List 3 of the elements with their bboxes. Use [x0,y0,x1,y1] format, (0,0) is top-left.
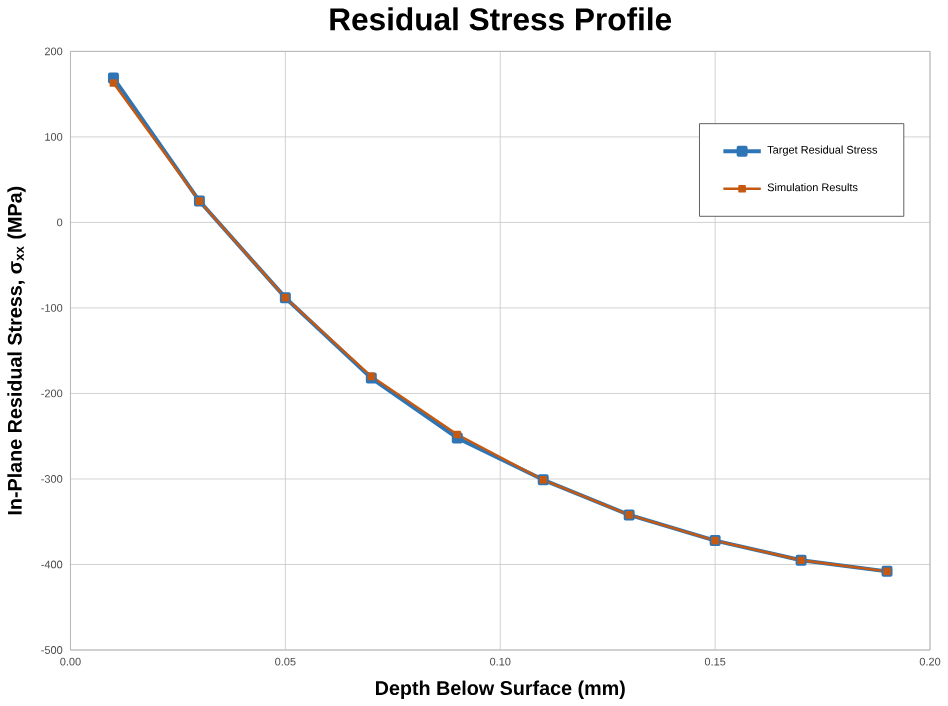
x-axis-title: Depth Below Surface (mm) [375,680,625,699]
y-axis-title: In-Plane Residual Stress, σ$_{xx}$ (MPa) [7,186,26,515]
chart-title: Residual Stress Profile [330,7,672,31]
